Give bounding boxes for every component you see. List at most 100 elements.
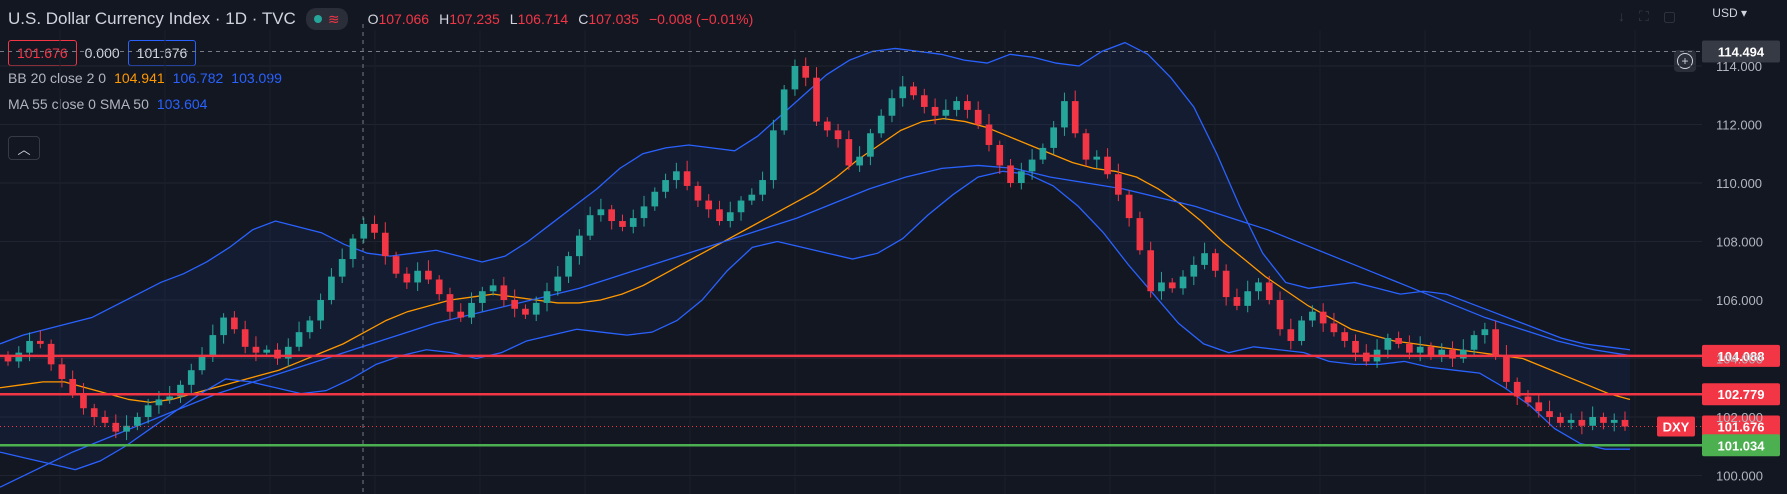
candle-body (489, 285, 497, 292)
candle-body (737, 200, 745, 213)
candle-body (166, 396, 174, 400)
fullscreen-icon[interactable]: ⛶ (1639, 8, 1649, 24)
candle-body (80, 393, 87, 409)
candle-body (360, 223, 368, 239)
candle-body (1449, 349, 1456, 359)
candle-body (1438, 349, 1446, 356)
candle-body (414, 270, 421, 283)
symbol-label: DXY (1663, 419, 1690, 434)
candle-body (1114, 174, 1122, 195)
candle-body (155, 399, 163, 406)
candle-body (1039, 147, 1047, 160)
visibility-toggle[interactable]: ≋ (305, 8, 348, 30)
candle-body (1093, 156, 1101, 160)
candle-body (1276, 300, 1284, 330)
candle-body (608, 209, 616, 222)
y-tick-label: 106.000 (1716, 293, 1763, 308)
candle-body (1007, 165, 1014, 183)
candle-body (457, 311, 465, 318)
ohlc-low-value: 106.714 (517, 11, 569, 27)
ohlc-high-value: 107.235 (449, 11, 500, 27)
candle-body (241, 329, 249, 347)
candle-body (1201, 253, 1208, 265)
candle-body (597, 209, 605, 216)
indicator-ma[interactable]: MA 55 close 0 SMA 50 103.604 (8, 96, 207, 112)
currency-selector[interactable]: USD ▾ (1712, 6, 1747, 20)
candle-body (349, 238, 357, 260)
candle-body (1395, 338, 1402, 344)
candle-body (920, 95, 928, 107)
candle-body (392, 256, 400, 274)
candle-body (716, 209, 723, 222)
candle-body (1233, 297, 1241, 306)
ohlc-values: O107.066 H107.235 L106.714 C107.035 −0.0… (368, 11, 754, 27)
candle-body (511, 300, 519, 309)
candle-body (58, 364, 66, 379)
candle-body (1352, 340, 1359, 353)
candle-body (1513, 381, 1521, 397)
wave-icon: ≋ (327, 10, 340, 27)
candle-body (1050, 127, 1058, 148)
ohlc-low-key: L (509, 11, 518, 27)
candle-body (1104, 156, 1111, 175)
candle-body (565, 256, 572, 277)
candle-body (47, 343, 55, 365)
candle-body (662, 180, 669, 192)
candle-body (910, 86, 917, 96)
candle-body (187, 370, 195, 385)
candle-body (1319, 311, 1327, 324)
square-icon[interactable]: ▢ (1662, 8, 1677, 24)
candle-body (877, 115, 885, 134)
ohlc-open-key: O (367, 11, 379, 27)
series-bb-lower (0, 170, 1630, 471)
y-tick-label: 104.000 (1716, 352, 1763, 367)
candle-body (1287, 329, 1295, 341)
horizontal-lines: 114.494104.088102.779DXY101.67607:18:041… (0, 40, 1780, 457)
candle-body (1621, 419, 1629, 427)
candle-body (1610, 419, 1618, 423)
candle-body (1556, 417, 1564, 423)
candle-body (263, 349, 271, 353)
candle-body (996, 144, 1004, 166)
candle-body (673, 171, 680, 181)
candle-body (1017, 171, 1025, 183)
plus-circle-icon: + (1677, 53, 1693, 69)
y-tick-label: 108.000 (1716, 235, 1763, 250)
candle-body (759, 180, 766, 195)
grid (0, 24, 1702, 494)
candle-body (683, 171, 691, 186)
chart-title[interactable]: U.S. Dollar Currency Index · 1D · TVC (8, 9, 296, 28)
candle-body (802, 66, 810, 78)
collapse-indicators-button[interactable]: ︿ (8, 136, 40, 160)
candle-body (1503, 355, 1510, 382)
indicator-bb-lower: 103.099 (231, 70, 282, 86)
candle-body (888, 98, 896, 116)
candle-body (284, 346, 292, 359)
y-tick-label: 112.000 (1716, 118, 1762, 133)
candle-body (1147, 250, 1155, 292)
candle-body (726, 212, 734, 222)
candle-body (532, 302, 540, 315)
chart-header: U.S. Dollar Currency Index · 1D · TVC ≋ … (8, 8, 753, 30)
candle-body (1470, 335, 1478, 350)
indicator-bb[interactable]: BB 20 close 2 0 104.941 106.782 103.099 (8, 70, 282, 86)
candle-body (899, 86, 907, 99)
candle-body (1416, 346, 1424, 353)
candle-body (1071, 101, 1079, 134)
candles (4, 57, 1629, 441)
candle-body (69, 378, 77, 394)
candle-body (36, 340, 44, 344)
candle-body (134, 417, 141, 426)
candle-body (478, 291, 486, 303)
candle-body (1341, 332, 1349, 341)
ohlc-close-value: 107.035 (588, 11, 639, 27)
candle-body (1158, 282, 1165, 292)
candle-body (770, 130, 777, 181)
indicator-ma-name: MA 55 close 0 SMA 50 (8, 96, 149, 112)
arrow-down-icon[interactable]: ↓ (1618, 8, 1625, 24)
candle-body (1255, 282, 1262, 292)
candle-body (619, 221, 626, 227)
candle-body (295, 332, 303, 347)
crosshair-price-label: 114.494 (1718, 45, 1765, 60)
